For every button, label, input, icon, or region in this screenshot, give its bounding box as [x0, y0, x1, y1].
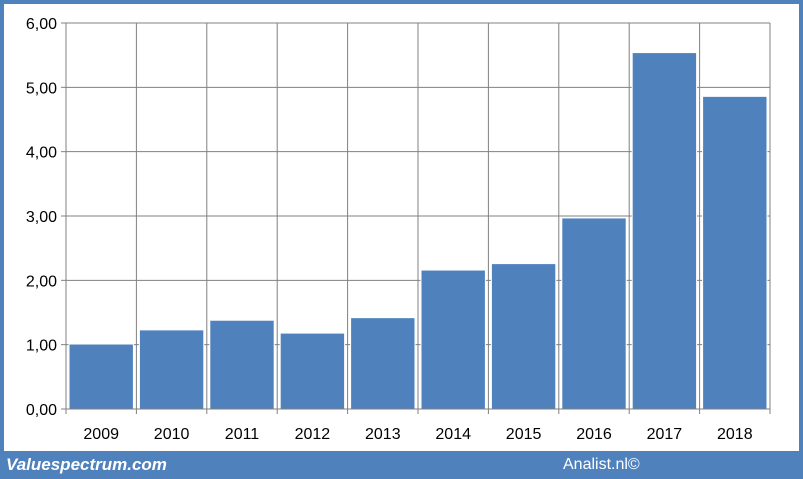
y-tick-label: 0,00 [26, 402, 57, 419]
x-tick-label: 2011 [225, 426, 260, 443]
bar-chart: 0,00 1,00 2,00 3,00 4,00 5,00 6,00 2009 2010 2011… [26, 16, 771, 443]
x-tick-label: 2015 [506, 426, 542, 443]
bar-2012 [279, 332, 346, 410]
x-tick-label: 2017 [647, 426, 683, 443]
y-tick-label: 4,00 [26, 145, 57, 162]
y-tick-label: 3,00 [26, 209, 57, 226]
footer-site-label: Valuespectrum.com [6, 455, 167, 474]
chart-frame: 0,00 1,00 2,00 3,00 4,00 5,00 6,00 2009 2010 2011… [4, 4, 799, 451]
y-tick-label: 6,00 [26, 16, 57, 33]
bar-2014 [420, 269, 486, 410]
x-tick-label: 2009 [83, 426, 119, 443]
bar-2013 [350, 317, 416, 410]
x-tick-label: 2014 [435, 426, 471, 443]
y-tick-label: 2,00 [26, 273, 57, 290]
bar-2016 [561, 217, 627, 410]
footer-copyright-label: Analist.nl© [563, 456, 640, 473]
bar-2017 [631, 52, 698, 410]
bar-2010 [138, 329, 205, 410]
bar-2009 [68, 343, 134, 410]
x-tick-label: 2010 [154, 426, 190, 443]
bar-2011 [209, 319, 275, 410]
x-tick-label: 2018 [717, 426, 753, 443]
y-tick-label: 1,00 [26, 338, 57, 355]
x-tick-label: 2012 [295, 426, 331, 443]
y-tick-label: 5,00 [26, 80, 57, 97]
x-tick-label: 2013 [365, 426, 401, 443]
bar-2018 [702, 95, 768, 410]
x-tick-label: 2016 [576, 426, 612, 443]
bar-2015 [490, 263, 557, 410]
